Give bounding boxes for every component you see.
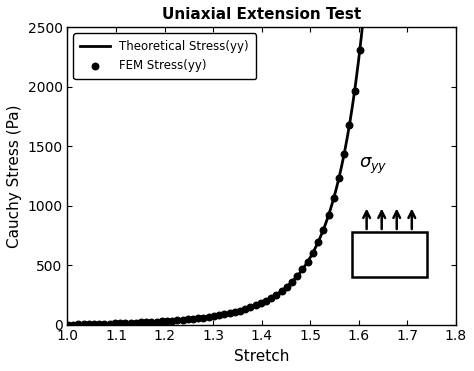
Legend: Theoretical Stress(yy), FEM Stress(yy): Theoretical Stress(yy), FEM Stress(yy) <box>73 33 256 79</box>
FEM Stress(yy) <box>210 313 218 319</box>
FEM Stress(yy) <box>361 0 369 4</box>
FEM Stress(yy) <box>283 284 291 290</box>
FEM Stress(yy) <box>356 47 364 53</box>
FEM Stress(yy) <box>325 212 332 218</box>
FEM Stress(yy) <box>173 317 181 323</box>
FEM Stress(yy) <box>330 195 337 201</box>
FEM Stress(yy) <box>147 319 155 325</box>
FEM Stress(yy) <box>241 306 249 312</box>
Y-axis label: Cauchy Stress (Pa): Cauchy Stress (Pa) <box>7 104 22 248</box>
FEM Stress(yy) <box>69 322 77 328</box>
FEM Stress(yy) <box>95 321 103 327</box>
FEM Stress(yy) <box>346 122 353 128</box>
Title: Uniaxial Extension Test: Uniaxial Extension Test <box>162 7 361 22</box>
Text: $\sigma_{yy}$: $\sigma_{yy}$ <box>359 155 387 175</box>
FEM Stress(yy) <box>179 317 186 323</box>
FEM Stress(yy) <box>111 321 118 326</box>
Theoretical Stress(yy) <box>351 92 357 96</box>
FEM Stress(yy) <box>293 273 301 279</box>
Theoretical Stress(yy) <box>273 293 279 297</box>
FEM Stress(yy) <box>121 320 129 326</box>
FEM Stress(yy) <box>257 301 264 306</box>
FEM Stress(yy) <box>100 321 108 326</box>
FEM Stress(yy) <box>273 292 280 298</box>
FEM Stress(yy) <box>106 321 113 326</box>
X-axis label: Stretch: Stretch <box>234 349 290 364</box>
FEM Stress(yy) <box>158 318 165 324</box>
FEM Stress(yy) <box>314 239 322 245</box>
FEM Stress(yy) <box>116 320 124 326</box>
FEM Stress(yy) <box>288 279 296 285</box>
Theoretical Stress(yy) <box>233 309 239 314</box>
FEM Stress(yy) <box>132 319 139 325</box>
FEM Stress(yy) <box>278 288 285 294</box>
Theoretical Stress(yy) <box>231 310 237 315</box>
FEM Stress(yy) <box>194 315 202 321</box>
FEM Stress(yy) <box>351 88 358 94</box>
FEM Stress(yy) <box>335 175 343 181</box>
FEM Stress(yy) <box>205 314 212 320</box>
FEM Stress(yy) <box>189 316 197 322</box>
FEM Stress(yy) <box>304 259 311 265</box>
FEM Stress(yy) <box>153 319 160 325</box>
FEM Stress(yy) <box>220 311 228 317</box>
FEM Stress(yy) <box>340 151 348 157</box>
FEM Stress(yy) <box>90 321 98 327</box>
FEM Stress(yy) <box>236 308 244 313</box>
FEM Stress(yy) <box>200 315 207 321</box>
FEM Stress(yy) <box>226 310 233 316</box>
FEM Stress(yy) <box>184 316 191 322</box>
FEM Stress(yy) <box>267 295 275 301</box>
FEM Stress(yy) <box>85 321 92 327</box>
FEM Stress(yy) <box>127 320 134 326</box>
FEM Stress(yy) <box>319 227 327 233</box>
Theoretical Stress(yy) <box>65 322 71 327</box>
FEM Stress(yy) <box>168 318 176 324</box>
FEM Stress(yy) <box>142 319 150 325</box>
FEM Stress(yy) <box>64 322 72 328</box>
FEM Stress(yy) <box>246 305 254 311</box>
FEM Stress(yy) <box>74 321 82 327</box>
FEM Stress(yy) <box>252 302 259 308</box>
Theoretical Stress(yy) <box>254 303 260 307</box>
FEM Stress(yy) <box>137 319 145 325</box>
FEM Stress(yy) <box>231 309 238 315</box>
FEM Stress(yy) <box>163 318 171 324</box>
FEM Stress(yy) <box>80 321 87 327</box>
FEM Stress(yy) <box>215 312 223 318</box>
Bar <box>352 232 427 277</box>
Line: Theoretical Stress(yy): Theoretical Stress(yy) <box>68 0 417 325</box>
FEM Stress(yy) <box>299 266 306 272</box>
FEM Stress(yy) <box>262 298 270 304</box>
FEM Stress(yy) <box>309 250 317 256</box>
